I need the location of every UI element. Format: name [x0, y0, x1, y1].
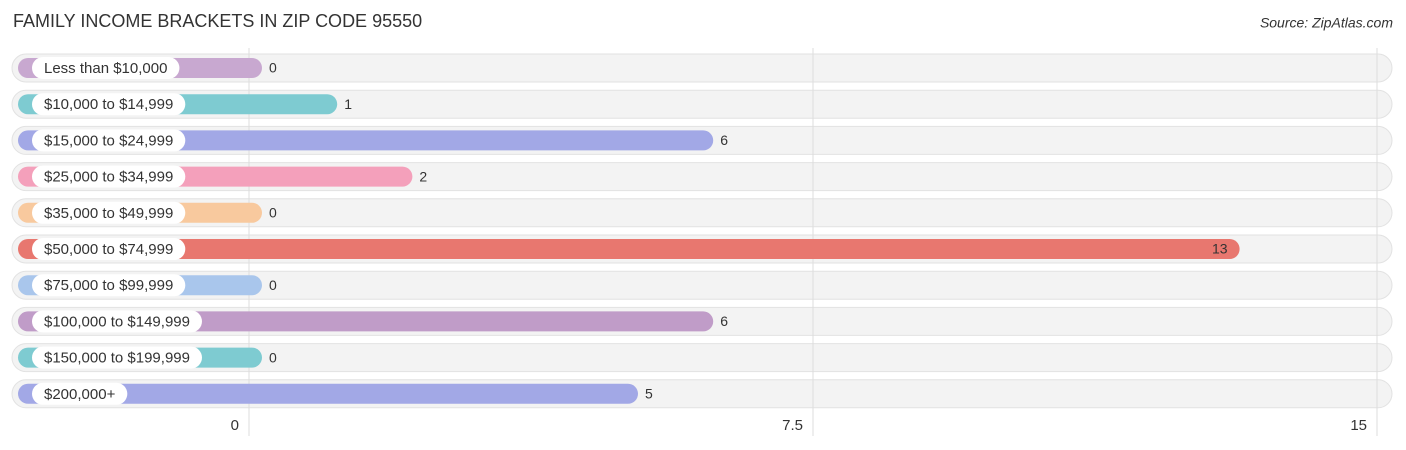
- value-label: 6: [720, 313, 728, 329]
- chart-title: FAMILY INCOME BRACKETS IN ZIP CODE 95550: [13, 11, 422, 31]
- category-label: $75,000 to $99,999: [44, 277, 173, 294]
- bar: [18, 239, 1240, 259]
- category-label: $25,000 to $34,999: [44, 169, 173, 186]
- label-pill: [32, 165, 186, 188]
- category-label: $50,000 to $74,999: [44, 241, 173, 258]
- value-label: 6: [720, 132, 728, 148]
- category-label: $15,000 to $24,999: [44, 132, 173, 149]
- row-background: [11, 198, 1393, 228]
- category-label: $35,000 to $49,999: [44, 205, 173, 222]
- value-label: 1: [344, 96, 352, 112]
- label-pill: [32, 346, 202, 369]
- value-label: 0: [269, 205, 277, 221]
- label-pill: [32, 274, 186, 297]
- value-label: 0: [269, 349, 277, 365]
- bar: [18, 383, 638, 404]
- category-label: Less than $10,000: [44, 60, 167, 77]
- value-label: 5: [645, 386, 653, 402]
- label-pill: [32, 201, 186, 224]
- label-pill: [32, 382, 128, 405]
- x-tick-label: 0: [231, 417, 239, 434]
- value-label: 13: [1212, 241, 1228, 257]
- x-tick-label: 7.5: [782, 417, 803, 434]
- value-label: 0: [269, 277, 277, 293]
- x-tick-label: 15: [1350, 417, 1367, 434]
- value-label: 0: [269, 60, 277, 76]
- label-pill: [32, 310, 202, 333]
- category-label: $200,000+: [44, 386, 116, 403]
- row-background: [11, 53, 1393, 83]
- category-label: $150,000 to $199,999: [44, 350, 190, 367]
- value-label: 2: [419, 168, 427, 184]
- label-pill: [32, 57, 180, 79]
- source: Source: ZipAtlas.com: [1260, 15, 1393, 31]
- category-label: $100,000 to $149,999: [44, 313, 190, 330]
- bar: [18, 130, 714, 151]
- row-background: [11, 89, 1393, 119]
- row-background: [11, 270, 1393, 300]
- label-pill: [32, 129, 186, 152]
- row-background: [11, 343, 1393, 373]
- label-pill: [32, 238, 186, 260]
- label-pill: [32, 93, 186, 116]
- category-label: $10,000 to $14,999: [44, 96, 173, 113]
